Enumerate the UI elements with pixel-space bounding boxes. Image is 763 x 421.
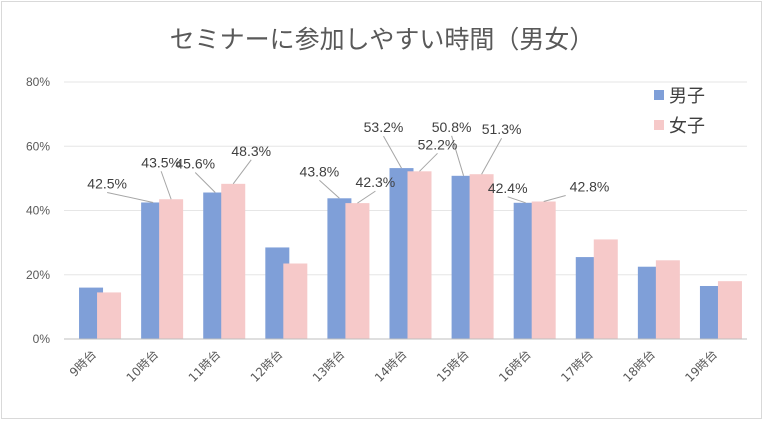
labels-layer: 42.5% 45.6% 43.8% 53.2% 50.8% 42.4% 43.5% 48.3%… xyxy=(87,119,610,204)
x-tick-label: 19時台 xyxy=(682,347,720,385)
data-label: 42.3% xyxy=(356,174,396,190)
data-label: 50.8% xyxy=(432,119,472,135)
leader-line xyxy=(451,135,465,176)
y-tick-label: 60% xyxy=(26,139,50,153)
x-tick-label: 13時台 xyxy=(309,347,347,385)
bar-female xyxy=(159,199,184,339)
x-tick-label: 15時台 xyxy=(433,347,471,385)
x-tick-label: 16時台 xyxy=(495,347,533,385)
leader-line xyxy=(357,190,376,204)
x-tick-label: 17時台 xyxy=(558,347,596,385)
x-tick-label: 9時台 xyxy=(66,347,99,380)
y-tick-label: 0% xyxy=(33,332,51,346)
data-label: 43.5% xyxy=(141,154,181,170)
data-label: 52.2% xyxy=(418,136,458,152)
x-tick-label: 11時台 xyxy=(185,347,223,385)
data-label: 43.8% xyxy=(300,163,340,179)
leader-line xyxy=(160,171,172,200)
bar-female xyxy=(283,263,308,339)
bars-layer xyxy=(79,168,742,339)
legend-swatch xyxy=(654,120,664,130)
x-tick-label: 10時台 xyxy=(123,347,161,385)
bar-female xyxy=(345,203,370,339)
bar-female xyxy=(221,183,246,339)
leader-line xyxy=(194,172,216,193)
data-label: 42.4% xyxy=(488,180,528,196)
chart-title: セミナーに参加しやすい時間（男女） xyxy=(170,25,595,54)
data-label: 51.3% xyxy=(482,121,522,137)
bar-female xyxy=(717,281,742,339)
leader-line xyxy=(419,152,438,172)
legend-label: 男子 xyxy=(669,86,705,107)
leader-line xyxy=(543,195,566,202)
leader-line xyxy=(383,135,402,169)
bar-female xyxy=(97,292,122,339)
bar-female xyxy=(531,201,556,339)
y-tick-label: 20% xyxy=(26,268,50,282)
data-label: 42.8% xyxy=(570,179,610,195)
x-tick-label: 18時台 xyxy=(620,347,658,385)
x-tick-label: 12時台 xyxy=(247,347,285,385)
data-label: 53.2% xyxy=(364,119,404,135)
leader-line xyxy=(232,159,252,185)
y-tick-label: 40% xyxy=(26,204,50,218)
data-label: 48.3% xyxy=(231,143,271,159)
data-label: 42.5% xyxy=(87,175,127,191)
legend-label: 女子 xyxy=(669,116,705,137)
legend-swatch xyxy=(654,90,664,100)
x-tick-label: 14時台 xyxy=(371,347,409,385)
bar-female xyxy=(407,171,432,339)
bar-female xyxy=(469,174,494,339)
bar-female xyxy=(655,260,680,339)
leader-line xyxy=(319,179,340,199)
bar-female xyxy=(593,239,618,339)
y-tick-label: 80% xyxy=(26,75,50,89)
leader-line xyxy=(107,191,154,203)
data-label: 45.6% xyxy=(175,156,215,172)
leader-line xyxy=(507,196,526,204)
leader-line xyxy=(481,137,503,175)
